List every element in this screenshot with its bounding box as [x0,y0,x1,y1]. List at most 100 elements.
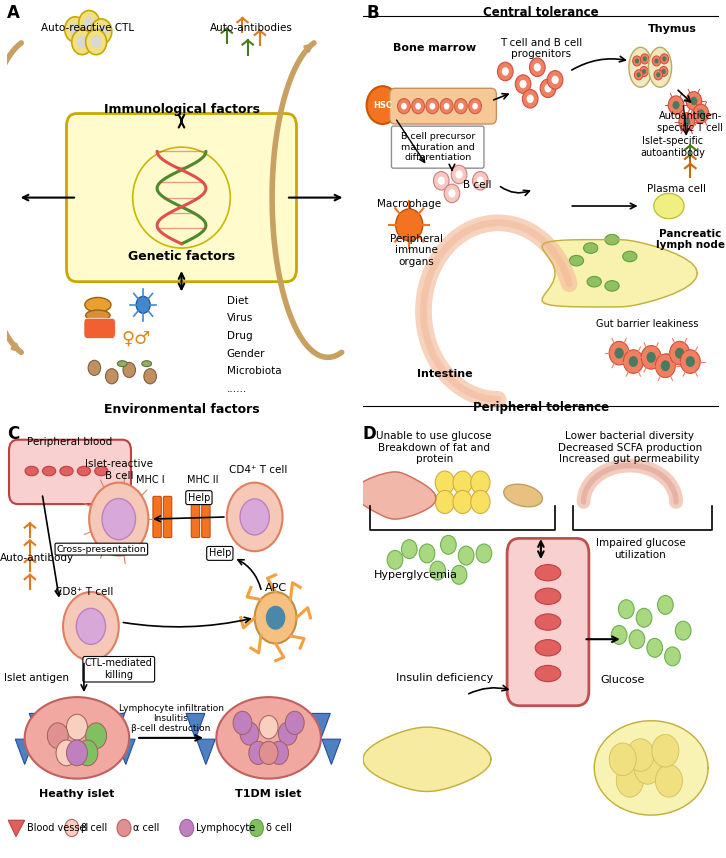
FancyBboxPatch shape [391,126,484,168]
Text: β cell: β cell [81,823,107,833]
Polygon shape [322,739,340,764]
Text: Islet antigen: Islet antigen [4,673,70,683]
Circle shape [609,743,636,776]
Circle shape [250,819,264,837]
Circle shape [396,209,423,241]
Text: Hyperglycemia: Hyperglycemia [375,570,458,580]
Circle shape [105,369,118,384]
Ellipse shape [216,697,321,779]
Text: Islet-reactive
B cell: Islet-reactive B cell [85,459,152,480]
Circle shape [266,606,285,630]
Text: B: B [367,4,379,22]
Text: B cell precursor
maturation and
differentiation: B cell precursor maturation and differen… [401,132,475,162]
FancyBboxPatch shape [163,496,172,537]
Circle shape [629,630,645,649]
Circle shape [269,741,288,764]
Polygon shape [116,739,135,764]
Circle shape [547,70,563,89]
Circle shape [240,499,269,535]
Circle shape [643,57,647,62]
Circle shape [534,63,541,71]
Ellipse shape [654,193,684,219]
Ellipse shape [77,466,91,475]
Ellipse shape [584,243,597,253]
Polygon shape [363,728,491,791]
Circle shape [444,103,449,110]
Circle shape [398,99,410,114]
Text: Auto-reactive CTL: Auto-reactive CTL [41,23,134,33]
Text: Peripheral tolerance: Peripheral tolerance [473,401,609,414]
FancyBboxPatch shape [191,496,200,537]
Text: Diet: Diet [227,296,248,305]
Circle shape [627,739,654,771]
Circle shape [180,819,194,837]
Text: CD4⁺ T cell: CD4⁺ T cell [229,465,287,474]
Text: T cell and B cell
progenitors: T cell and B cell progenitors [499,38,582,59]
Circle shape [690,97,698,106]
Circle shape [476,544,492,563]
Circle shape [669,341,690,365]
Text: ......: ...... [227,384,247,394]
FancyBboxPatch shape [390,88,497,124]
FancyBboxPatch shape [202,496,210,537]
Circle shape [698,109,704,118]
Circle shape [452,565,467,584]
Ellipse shape [605,234,619,245]
Text: Glucose: Glucose [600,675,645,685]
Ellipse shape [85,298,111,312]
Text: Lymphocyte: Lymphocyte [196,823,256,833]
Circle shape [642,69,646,74]
Circle shape [672,101,680,109]
Polygon shape [197,739,216,764]
Circle shape [661,69,666,74]
Circle shape [635,69,643,80]
Circle shape [652,734,679,767]
Circle shape [278,722,297,745]
Ellipse shape [535,665,560,681]
Circle shape [84,17,94,29]
Polygon shape [311,713,330,739]
Text: Help: Help [208,548,231,559]
Circle shape [435,490,454,513]
Circle shape [659,66,668,76]
Text: CTL-mediated
killing: CTL-mediated killing [85,658,152,680]
Text: Help: Help [188,492,210,503]
Ellipse shape [133,147,230,248]
Circle shape [458,103,464,110]
Circle shape [654,58,658,63]
Ellipse shape [118,360,127,366]
Ellipse shape [42,466,56,475]
Text: D: D [363,425,377,443]
Text: Central tolerance: Central tolerance [483,6,599,20]
Text: Gender: Gender [227,348,265,359]
Circle shape [647,352,656,363]
Circle shape [435,471,454,494]
Circle shape [693,105,709,123]
Circle shape [441,535,456,554]
Text: Drug: Drug [227,331,253,341]
Ellipse shape [623,251,637,262]
FancyBboxPatch shape [67,113,296,281]
Polygon shape [29,713,48,739]
Circle shape [454,99,468,114]
Ellipse shape [142,360,152,366]
FancyBboxPatch shape [9,439,131,504]
Circle shape [67,714,87,740]
Ellipse shape [504,484,542,507]
Text: APC: APC [264,583,287,593]
Text: B cell: B cell [462,180,491,190]
Circle shape [520,80,526,88]
Circle shape [433,172,449,190]
Ellipse shape [60,466,73,475]
Circle shape [77,36,87,48]
Circle shape [515,75,531,94]
Text: ♀♂: ♀♂ [121,329,151,347]
FancyBboxPatch shape [84,318,115,338]
Circle shape [458,547,474,565]
Circle shape [640,54,649,63]
FancyBboxPatch shape [153,496,161,537]
Circle shape [660,54,669,63]
Circle shape [240,722,259,745]
Circle shape [449,189,455,197]
Circle shape [102,498,136,540]
